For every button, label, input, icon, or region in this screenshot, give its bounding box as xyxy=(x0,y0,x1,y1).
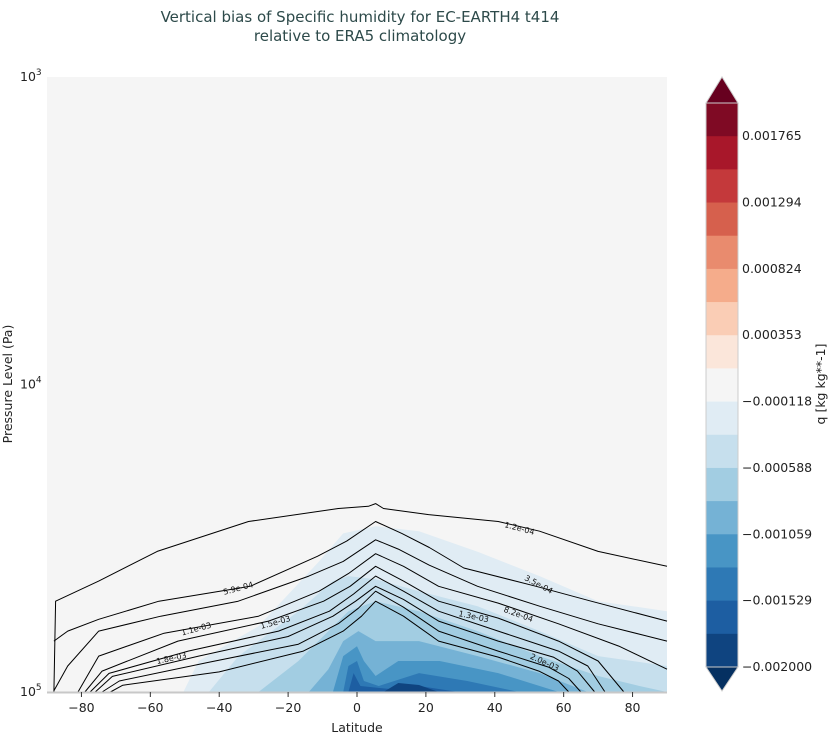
colorbar-band xyxy=(706,302,738,336)
colorbar-band xyxy=(706,136,738,170)
colorbar-band xyxy=(706,103,738,137)
colorbar-band xyxy=(706,335,738,369)
contour-line-4 xyxy=(84,565,625,693)
colorbar-tick-label: −0.001529 xyxy=(742,593,812,608)
colorbar-tick-label: −0.002000 xyxy=(742,659,812,674)
colorbar-band xyxy=(706,368,738,403)
colorbar-band xyxy=(706,401,738,436)
contour-line-0 xyxy=(53,503,668,693)
filled-region-5 xyxy=(343,661,519,692)
y-axis-label: Pressure Level (Pa) xyxy=(0,325,15,444)
colorbar-band xyxy=(706,600,738,635)
y-tick-exponent: 5 xyxy=(36,683,42,693)
x-tick-label: −20 xyxy=(275,700,301,715)
x-tick-label: 80 xyxy=(625,700,641,715)
x-tick-label: 60 xyxy=(556,700,572,715)
x-tick-label: 20 xyxy=(418,700,434,715)
colorbar-tick-label: −0.000118 xyxy=(742,394,812,409)
filled-region-7 xyxy=(383,683,439,692)
colorbar-tick-label: 0.000353 xyxy=(742,327,802,342)
colorbar-band xyxy=(706,467,738,502)
chart-title: Vertical bias of Specific humidity for E… xyxy=(160,8,560,26)
colorbar-band xyxy=(706,434,738,469)
y-tick-exponent: 3 xyxy=(36,68,42,78)
y-tick-exponent: 4 xyxy=(36,376,42,386)
colorbar-tick-label: 0.001294 xyxy=(742,195,802,210)
filled-region-4 xyxy=(332,646,559,692)
contour-line-5 xyxy=(89,575,606,693)
contour-line-6 xyxy=(94,585,596,693)
y-axis: 103 104 105 xyxy=(20,68,42,699)
y-tick-label: 103 xyxy=(20,68,42,84)
colorbar-tick-label: 0.000824 xyxy=(742,261,802,276)
colorbar-band xyxy=(706,567,738,602)
colorbar-extend-top xyxy=(705,76,739,104)
y-tick-label: 105 xyxy=(20,683,42,699)
x-tick-label: 40 xyxy=(487,700,503,715)
colorbar-band xyxy=(706,202,738,237)
colorbar-tick-label: −0.001059 xyxy=(742,526,812,541)
colorbar-outline xyxy=(705,102,739,668)
contour-line-7 xyxy=(101,590,582,693)
y-tick-label: 104 xyxy=(20,376,42,392)
colorbar-band xyxy=(706,235,738,270)
colorbar-band xyxy=(706,501,738,535)
colorbar-extend-bottom xyxy=(705,666,739,692)
contour-line-2 xyxy=(53,539,668,691)
contour-line-3 xyxy=(77,553,668,693)
colorbar-tick-label: −0.000588 xyxy=(742,460,812,475)
chart-subtitle: relative to ERA5 climatology xyxy=(253,27,467,45)
x-axis-label: Latitude xyxy=(331,720,383,735)
colorbar-band xyxy=(706,268,738,303)
contour-line-1 xyxy=(53,521,668,642)
colorbar-band xyxy=(706,534,738,568)
x-axis: −80 −60 −40 −20 0 20 40 60 80 xyxy=(47,691,667,715)
contour-lines xyxy=(53,503,668,693)
x-tick-label: −80 xyxy=(68,700,94,715)
colorbar-band xyxy=(706,169,738,204)
x-tick-label: −60 xyxy=(137,700,163,715)
colorbar-band xyxy=(706,633,738,668)
colorbar-label: q [kg kg**-1] xyxy=(813,344,828,425)
contour-line-8 xyxy=(110,600,570,693)
colorbar: 0.001765 0.001294 0.000824 0.000353 −0.00011… xyxy=(705,76,812,692)
x-tick-label: −40 xyxy=(206,700,232,715)
x-tick-label: 0 xyxy=(353,700,361,715)
colorbar-tick-label: 0.001765 xyxy=(742,128,802,143)
